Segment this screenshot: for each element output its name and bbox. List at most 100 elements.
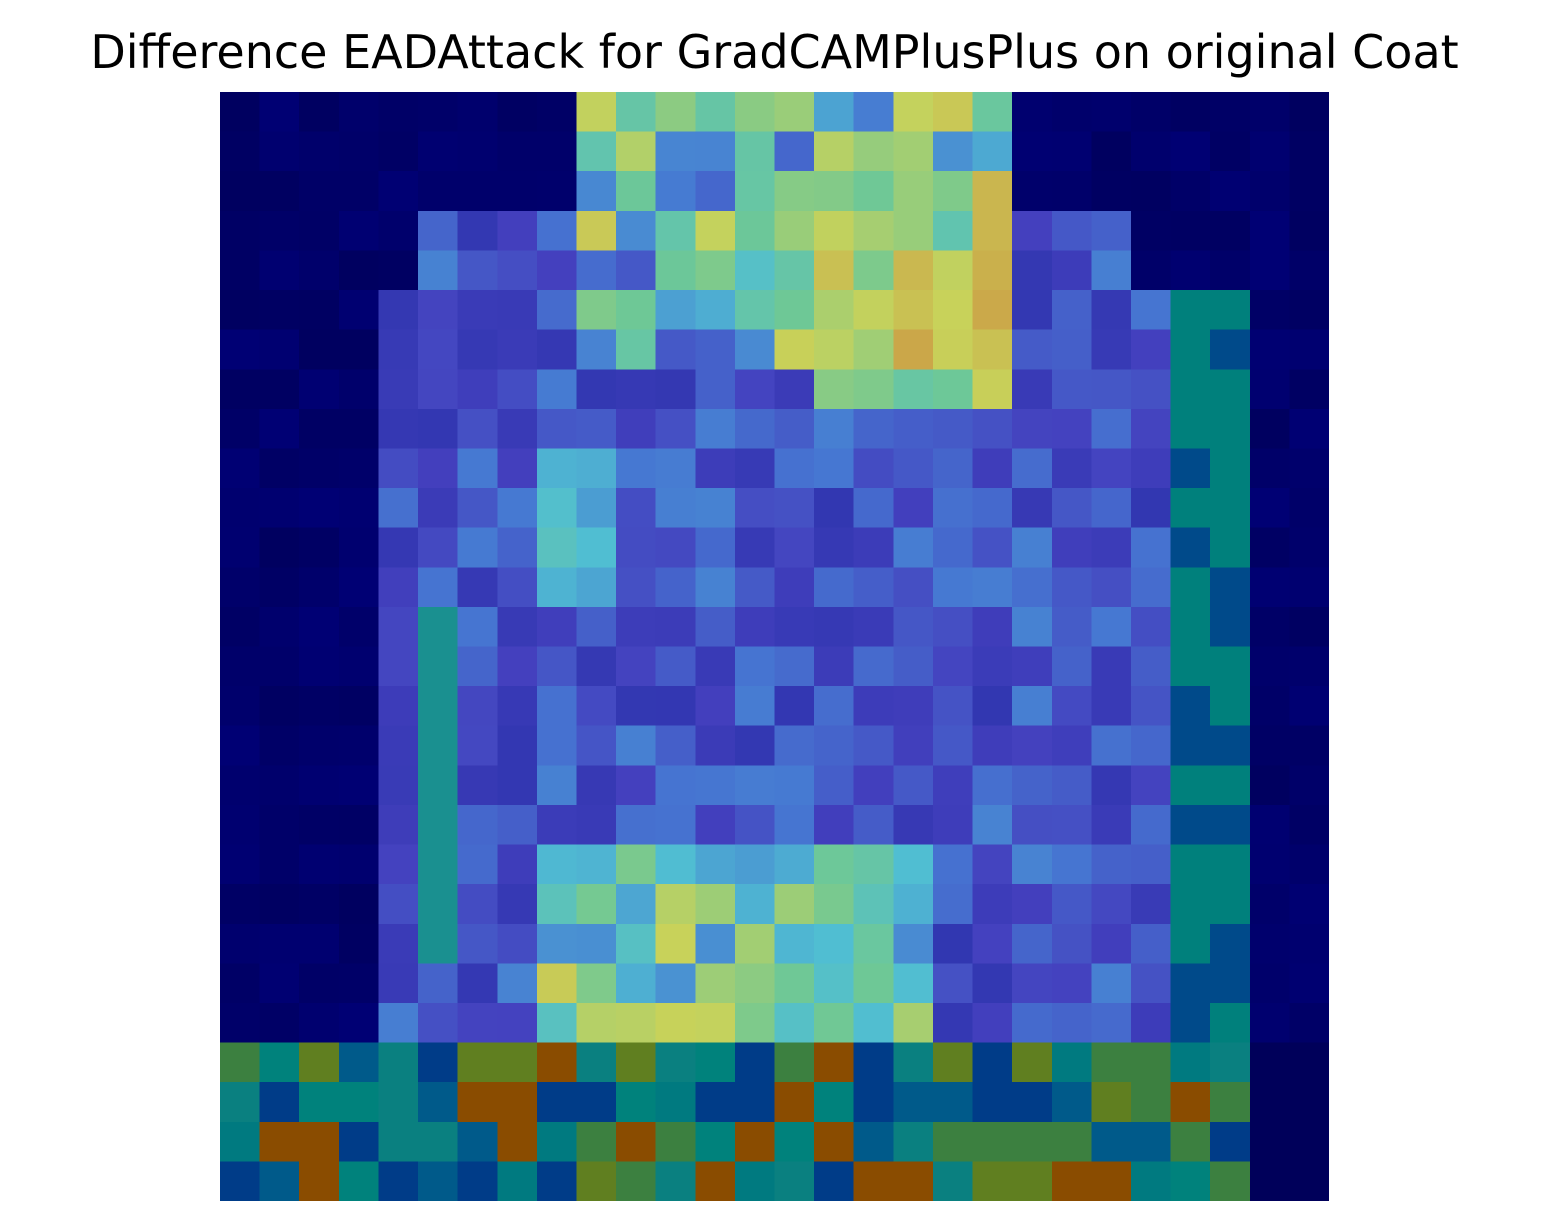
heatmap-cell — [1051, 1161, 1093, 1201]
heatmap-cell — [338, 131, 380, 173]
heatmap-cell — [853, 923, 895, 965]
heatmap-cell — [1170, 210, 1211, 252]
heatmap-cell — [814, 963, 855, 1004]
heatmap-cell — [695, 171, 736, 212]
heatmap-cell — [1289, 250, 1329, 291]
heatmap-cell — [576, 329, 617, 371]
heatmap-cell — [932, 606, 974, 648]
heatmap-cell — [418, 884, 459, 925]
heatmap-cell — [734, 369, 776, 410]
heatmap-cell — [1130, 1042, 1172, 1083]
heatmap-cell — [814, 250, 855, 291]
heatmap-cell — [616, 1002, 657, 1044]
heatmap-cell — [576, 369, 617, 410]
heatmap-cell — [220, 765, 261, 806]
heatmap-cell — [1012, 1161, 1053, 1201]
heatmap-cell — [1249, 646, 1291, 687]
heatmap-cell — [932, 131, 974, 173]
heatmap-cell — [1091, 92, 1132, 133]
heatmap-cell — [1051, 290, 1093, 331]
heatmap-cell — [1289, 884, 1329, 925]
heatmap-cell — [616, 131, 657, 173]
heatmap-cell — [497, 804, 538, 846]
heatmap-cell — [1012, 606, 1053, 648]
heatmap-cell — [1012, 408, 1053, 450]
heatmap-cell — [972, 527, 1013, 569]
heatmap-cell — [655, 527, 697, 569]
heatmap-cell — [695, 963, 736, 1004]
heatmap-cell — [497, 567, 538, 608]
heatmap-cell — [378, 1161, 419, 1201]
heatmap-cell — [1289, 171, 1329, 212]
heatmap-cell — [338, 567, 380, 608]
heatmap-cell — [1249, 606, 1291, 648]
heatmap-cell — [259, 92, 301, 133]
heatmap-cell — [1249, 963, 1291, 1004]
heatmap-cell — [497, 923, 538, 965]
heatmap-cell — [457, 290, 499, 331]
heatmap-cell — [259, 527, 301, 569]
heatmap-cell — [338, 1042, 380, 1083]
heatmap-cell — [893, 408, 934, 450]
heatmap-cell — [418, 923, 459, 965]
heatmap-cell — [695, 131, 736, 173]
heatmap-cell — [1051, 210, 1093, 252]
heatmap-cell — [893, 884, 934, 925]
heatmap-cell — [220, 369, 261, 410]
heatmap-cell — [418, 725, 459, 767]
heatmap-cell — [1170, 488, 1211, 529]
heatmap-cell — [497, 369, 538, 410]
heatmap-cell — [932, 369, 974, 410]
heatmap-cell — [814, 92, 855, 133]
heatmap-cell — [1210, 250, 1251, 291]
heatmap-cell — [1091, 527, 1132, 569]
heatmap-cell — [259, 290, 301, 331]
heatmap-cell — [695, 844, 736, 885]
heatmap-cell — [576, 1042, 617, 1083]
heatmap-cell — [259, 210, 301, 252]
heatmap-cell — [814, 488, 855, 529]
heatmap-cell — [1289, 1042, 1329, 1083]
heatmap-cell — [695, 527, 736, 569]
heatmap-cell — [932, 290, 974, 331]
heatmap-cell — [497, 1161, 538, 1201]
heatmap-cell — [576, 567, 617, 608]
heatmap-cell — [378, 567, 419, 608]
heatmap-cell — [1289, 1082, 1329, 1123]
heatmap-cell — [536, 488, 578, 529]
heatmap-cell — [1051, 527, 1093, 569]
heatmap-cell — [1091, 408, 1132, 450]
heatmap-cell — [616, 567, 657, 608]
heatmap-cell — [220, 686, 261, 727]
heatmap-cell — [536, 1121, 578, 1163]
heatmap-cell — [1249, 884, 1291, 925]
heatmap-cell — [695, 1121, 736, 1163]
heatmap-cell — [576, 1002, 617, 1044]
heatmap-cell — [774, 210, 815, 252]
heatmap-cell — [497, 884, 538, 925]
heatmap-cell — [338, 923, 380, 965]
heatmap-cell — [1289, 765, 1329, 806]
heatmap-cell — [220, 408, 261, 450]
heatmap-cell — [1249, 725, 1291, 767]
heatmap-cell — [655, 171, 697, 212]
heatmap-cell — [1091, 725, 1132, 767]
heatmap-cell — [1249, 1121, 1291, 1163]
heatmap-cell — [1091, 567, 1132, 608]
heatmap-cell — [299, 963, 340, 1004]
heatmap-cell — [616, 448, 657, 489]
heatmap-cell — [1091, 884, 1132, 925]
heatmap-cell — [814, 210, 855, 252]
heatmap-cell — [734, 1042, 776, 1083]
heatmap-cell — [378, 1002, 419, 1044]
heatmap-cell — [814, 923, 855, 965]
heatmap-cell — [378, 1121, 419, 1163]
heatmap-cell — [695, 923, 736, 965]
heatmap-cell — [972, 171, 1013, 212]
heatmap-cell — [655, 290, 697, 331]
heatmap-cell — [1130, 765, 1172, 806]
heatmap-cell — [853, 646, 895, 687]
heatmap-cell — [734, 725, 776, 767]
heatmap-cell — [259, 804, 301, 846]
heatmap-cell — [299, 250, 340, 291]
